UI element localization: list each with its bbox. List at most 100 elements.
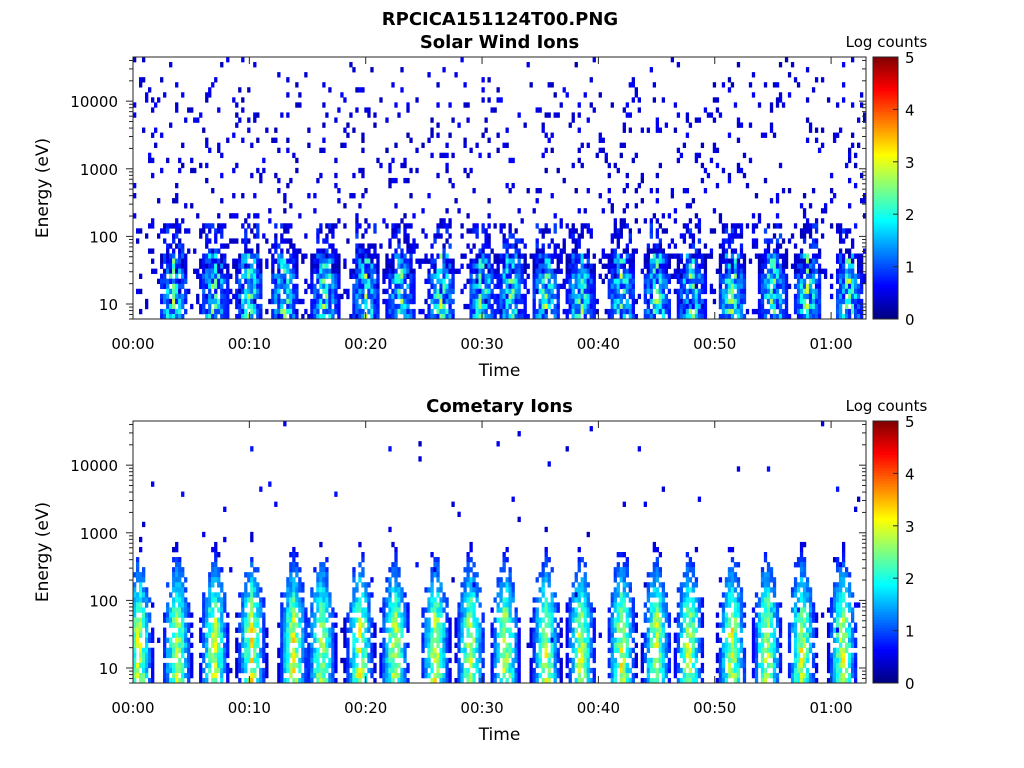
heatmap-cell — [814, 308, 819, 315]
heatmap-cell — [301, 672, 305, 679]
heatmap-cell — [433, 602, 437, 608]
heatmap-cell — [334, 157, 338, 164]
heatmap-cell — [217, 617, 221, 623]
heatmap-cell — [202, 637, 206, 643]
heatmap-cell — [232, 293, 236, 300]
heatmap-cell — [586, 117, 590, 123]
heatmap-cell — [319, 637, 323, 643]
heatmap-cell — [361, 147, 365, 154]
heatmap-cell — [652, 243, 657, 249]
heatmap-cell — [436, 587, 440, 593]
heatmap-cell — [652, 298, 657, 305]
heatmap-cell — [391, 647, 395, 654]
heatmap-cell — [508, 258, 512, 264]
heatmap-cell — [253, 288, 257, 295]
heatmap-cell — [238, 288, 242, 295]
heatmap-cell — [373, 288, 377, 295]
heatmap-cell — [205, 243, 209, 249]
heatmap-cell — [625, 283, 629, 290]
heatmap-cell — [322, 592, 326, 598]
heatmap-cell — [655, 298, 660, 305]
heatmap-cell — [808, 288, 813, 295]
heatmap-cell — [358, 293, 362, 300]
heatmap-cell — [781, 313, 786, 320]
heatmap-cell — [277, 188, 281, 194]
heatmap-cell — [520, 293, 524, 300]
heatmap-cell — [739, 298, 744, 305]
heatmap-cell — [226, 137, 230, 143]
heatmap-cell — [796, 268, 801, 274]
heatmap-cell — [847, 157, 852, 164]
heatmap-cell — [277, 283, 281, 290]
heatmap-cell — [205, 283, 209, 290]
heatmap-cell — [370, 253, 374, 259]
heatmap-cell — [205, 617, 209, 623]
heatmap-cell — [352, 657, 356, 664]
heatmap-cell — [139, 592, 143, 598]
heatmap-cell — [334, 117, 338, 123]
heatmap-cell — [385, 677, 389, 684]
heatmap-cell — [646, 283, 650, 290]
heatmap-cell — [250, 592, 254, 598]
heatmap-cell — [244, 627, 248, 633]
heatmap-cell — [772, 132, 777, 138]
heatmap-cell — [787, 238, 792, 244]
heatmap-cell — [733, 223, 738, 229]
heatmap-cell — [799, 303, 804, 310]
heatmap-cell — [178, 268, 182, 274]
heatmap-cell — [208, 248, 212, 254]
heatmap-cell — [457, 637, 461, 643]
heatmap-cell — [589, 298, 593, 305]
heatmap-cell — [658, 253, 663, 259]
heatmap-cell — [439, 627, 443, 633]
heatmap-cell — [841, 313, 846, 320]
heatmap-cell — [466, 657, 470, 664]
heatmap-cell — [205, 258, 209, 264]
heatmap-cell — [235, 293, 239, 300]
heatmap-cell — [361, 622, 365, 628]
heatmap-cell — [622, 248, 626, 254]
heatmap-cell — [619, 308, 623, 315]
heatmap-cell — [367, 223, 371, 229]
heatmap-cell — [253, 602, 257, 608]
heatmap-cell — [331, 642, 335, 649]
heatmap-cell — [163, 278, 167, 285]
heatmap-cell — [136, 572, 140, 578]
heatmap-cell — [754, 193, 759, 199]
heatmap-cell — [445, 667, 449, 674]
heatmap-cell — [838, 223, 843, 229]
heatmap-cell — [523, 308, 527, 315]
heatmap-cell — [499, 308, 503, 315]
heatmap-cell — [667, 263, 672, 269]
heatmap-cell — [202, 228, 206, 234]
heatmap-cell — [295, 273, 299, 279]
heatmap-cell — [844, 278, 849, 285]
heatmap-cell — [775, 313, 780, 320]
heatmap-cell — [604, 263, 608, 269]
heatmap-cell — [175, 677, 179, 684]
heatmap-cell — [763, 177, 768, 184]
heatmap-cell — [313, 667, 317, 674]
heatmap-cell — [553, 313, 557, 320]
heatmap-cell — [256, 303, 260, 310]
heatmap-cell — [322, 283, 326, 290]
heatmap-cell — [454, 627, 458, 633]
heatmap-cell — [784, 273, 789, 279]
heatmap-cell — [202, 288, 206, 295]
heatmap-cell — [289, 273, 293, 279]
heatmap-cell — [469, 622, 473, 628]
heatmap-cell — [148, 157, 152, 164]
heatmap-cell — [850, 243, 855, 249]
heatmap-cell — [565, 293, 569, 300]
heatmap-cell — [172, 582, 176, 588]
heatmap-cell — [352, 258, 356, 264]
heatmap-cell — [649, 293, 653, 300]
heatmap-cell — [409, 223, 413, 229]
heatmap-cell — [835, 132, 840, 138]
heatmap-cell — [655, 172, 660, 179]
heatmap-cell — [220, 667, 224, 674]
heatmap-cell — [328, 627, 332, 633]
heatmap-cell — [718, 298, 723, 305]
heatmap-cell — [331, 278, 335, 285]
heatmap-cell — [775, 283, 780, 290]
